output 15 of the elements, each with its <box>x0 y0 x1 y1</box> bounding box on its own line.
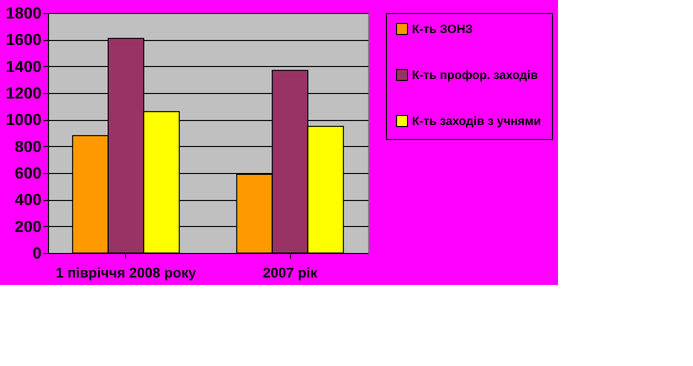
y-tick-label: 1400 <box>6 58 42 76</box>
y-tick-label: 0 <box>32 246 42 262</box>
x-tick-label: 2007 рік <box>262 264 318 280</box>
y-tick-label: 1800 <box>6 6 42 22</box>
x-tick-label: 1 півріччя 2008 року <box>56 264 196 280</box>
y-tick-label: 1000 <box>6 112 42 130</box>
y-tick-label: 1600 <box>6 32 42 50</box>
y-tick-label: 600 <box>14 166 42 182</box>
y-tick-label: 400 <box>14 192 42 210</box>
y-tick-label: 1200 <box>6 86 42 102</box>
y-tick-label: 200 <box>14 218 42 236</box>
legend-label: К-ть ЗОНЗ <box>412 22 473 36</box>
legend-label: К-ть заходів з учнями <box>412 114 542 128</box>
legend-label: К-ть профор. заходів <box>412 68 538 82</box>
y-tick-label: 800 <box>14 138 42 156</box>
